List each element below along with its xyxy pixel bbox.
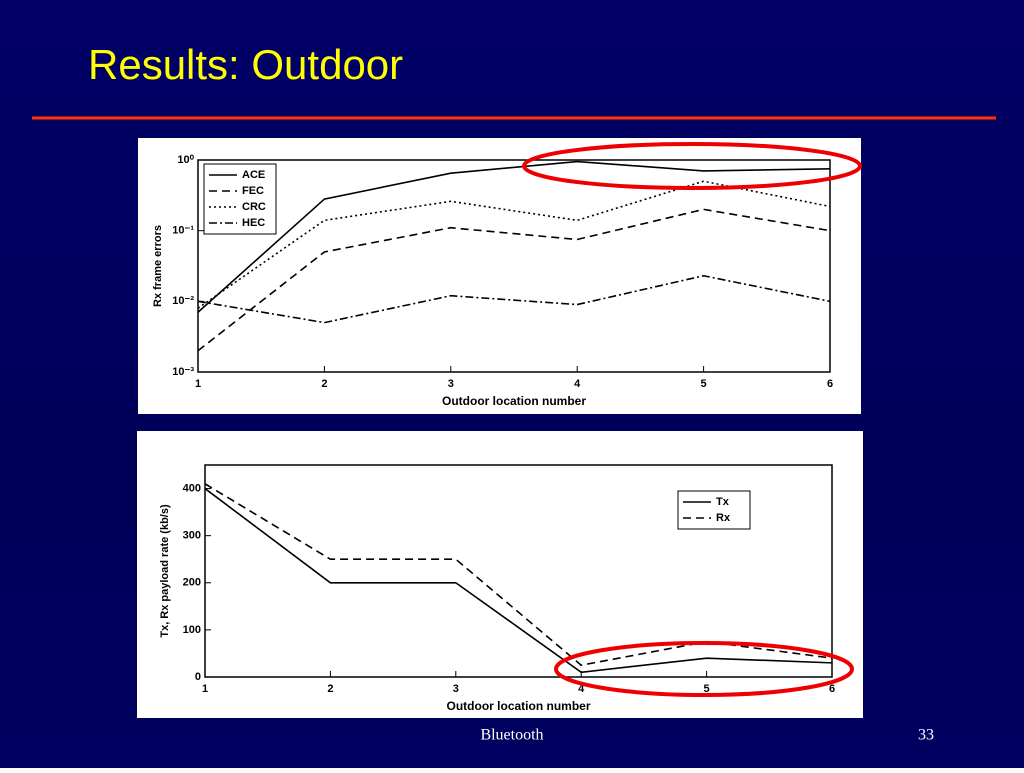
data-line [197, 160, 831, 313]
chart-panel [137, 431, 863, 718]
footer-text: Bluetooth [480, 727, 543, 744]
charts: 10⁻³ 10⁻² 10⁻¹ 10⁰ 1 2 3 4 5 6 Outdoor location nu… [152, 154, 835, 713]
legend-label: HEC [242, 217, 265, 229]
y-tick-label: 100 [183, 624, 201, 636]
page-number: 33 [918, 727, 934, 744]
legend-label: Tx [716, 496, 730, 508]
x-tick-label: 5 [704, 683, 710, 695]
data-line [197, 208, 831, 352]
y-tick-label: 10⁰ [177, 154, 194, 166]
x-tick-label: 2 [321, 378, 327, 390]
x-tick-label: 6 [827, 378, 833, 390]
legend-label: CRC [242, 201, 266, 213]
legend-label: ACE [242, 169, 265, 181]
legend-label: FEC [242, 185, 264, 197]
plot-frame [204, 464, 833, 678]
x-tick-label: 5 [701, 378, 707, 390]
y-tick-label: 10⁻² [172, 295, 194, 307]
y-tick-label: 10⁻¹ [172, 225, 194, 237]
data-line [204, 487, 833, 674]
data-line [197, 180, 831, 309]
x-tick-label: 6 [829, 683, 835, 695]
x-tick-label: 2 [327, 683, 333, 695]
x-tick-label: 4 [574, 378, 581, 390]
y-axis-label: Tx, Rx payload rate (kb/s) [159, 504, 171, 638]
y-axis-label: Rx frame errors [152, 225, 164, 307]
data-line [204, 483, 833, 667]
y-tick-label: 300 [183, 530, 201, 542]
x-tick-label: 1 [195, 378, 201, 390]
legend-box [677, 490, 751, 530]
slide-title: Results: Outdoor [88, 41, 403, 88]
highlight-ellipse [522, 142, 862, 190]
highlight-ellipse [554, 641, 854, 697]
x-axis-label: Outdoor location number [442, 394, 586, 408]
x-tick-label: 4 [578, 683, 585, 695]
y-tick-label: 200 [183, 577, 201, 589]
x-tick-label: 3 [453, 683, 459, 695]
data-line [197, 274, 831, 324]
y-tick-label: 400 [183, 482, 201, 494]
y-tick-label: 0 [195, 671, 201, 683]
x-axis-label: Outdoor location number [447, 699, 591, 713]
plot-frame [197, 159, 831, 373]
legend-label: Rx [716, 512, 731, 524]
x-tick-label: 1 [202, 683, 208, 695]
y-tick-label: 10⁻³ [172, 366, 194, 378]
x-tick-label: 3 [448, 378, 454, 390]
